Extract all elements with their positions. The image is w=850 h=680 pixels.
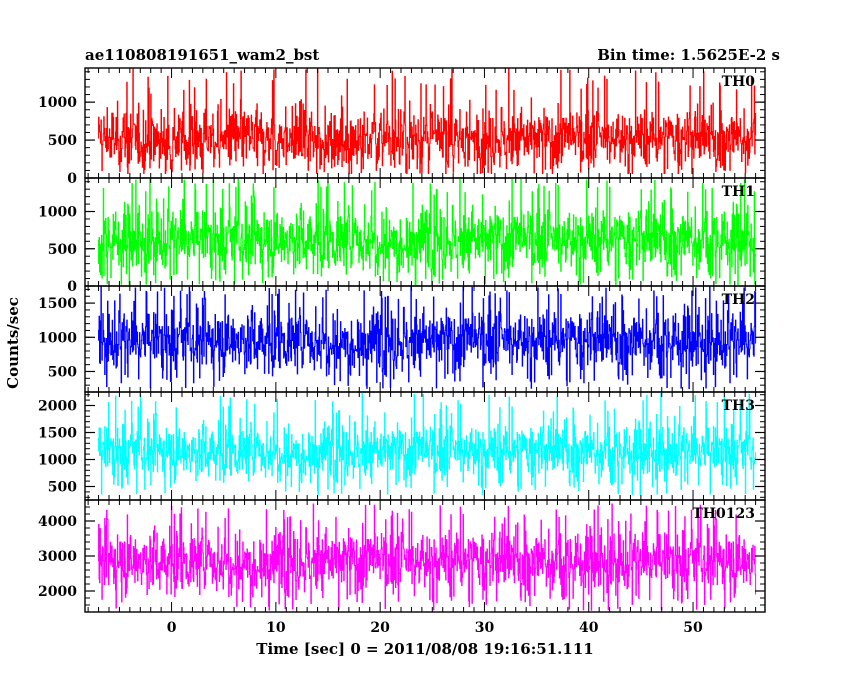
panel-label: TH3 [722,398,755,414]
panel-label: TH2 [722,292,755,308]
panel-th0: 0 500 1000 TH0 [38,67,766,187]
panel-label: TH0123 [692,506,755,522]
observation-id-title: ae110808191651_wam2_bst [85,46,319,64]
y-tick-label: 3000 [38,549,77,565]
y-tick-label: 500 [48,364,77,380]
y-tick-label: 500 [48,242,77,258]
panel-th1: 0 500 1000 TH1 [38,177,766,295]
x-tick-label: 40 [579,620,599,636]
y-tick-label: 500 [48,480,77,496]
x-tick-label: 0 [167,620,177,636]
panel-th2: 500 1000 1500 TH2 [38,285,766,393]
panel-label: TH0 [722,74,756,90]
y-tick-label: 4000 [38,514,77,530]
panel-th0123: 2000 3000 4000 TH0123 [38,499,766,613]
y-tick-label: 1000 [38,453,77,469]
series-line-th0123 [98,503,757,611]
panel-th3: 500 1000 1500 2000 TH3 [38,391,766,501]
y-tick-label: 2000 [38,584,77,600]
y-tick-label: 1000 [38,330,77,346]
y-tick-label: 0 [67,279,77,295]
y-tick-label: 500 [48,133,77,149]
x-tick-label: 10 [266,620,286,636]
y-tick-label: 0 [67,171,77,187]
x-axis-title: Time [sec] 0 = 2011/08/08 19:16:51.111 [256,640,593,658]
y-tick-label: 1000 [38,95,77,111]
y-tick-label: 2000 [38,399,77,415]
x-tick-label: 50 [683,620,703,636]
x-tick-label: 20 [370,620,390,636]
y-tick-label: 1500 [38,296,77,312]
y-axis-title: Counts/sec [4,297,22,389]
x-tick-label: 30 [475,620,495,636]
y-tick-label: 1500 [38,426,77,442]
bin-time-title: Bin time: 1.5625E-2 s [597,46,780,64]
series-line-th1 [98,178,757,286]
series-line-th0 [98,68,757,174]
series-line-th3 [98,392,757,496]
panel-label: TH1 [722,184,755,200]
series-line-th2 [98,286,757,390]
y-tick-label: 1000 [38,205,77,221]
